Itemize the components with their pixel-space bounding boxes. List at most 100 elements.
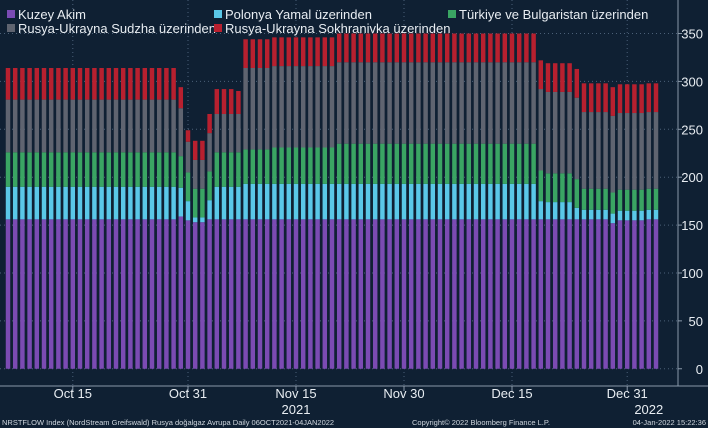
bar-segment-0: [228, 219, 234, 369]
bar-segment-1: [171, 186, 176, 220]
bar-segment-1: [221, 186, 227, 220]
bar-segment-3: [552, 91, 558, 174]
bar-segment-3: [372, 62, 378, 144]
bar-segment-3: [639, 113, 644, 190]
bar-segment-0: [624, 220, 630, 369]
bar-segment-4: [106, 68, 112, 100]
bar-segment-0: [639, 220, 644, 369]
bar-segment-4: [200, 140, 205, 160]
bar-segment-4: [185, 130, 191, 142]
bar-segment-1: [344, 183, 349, 220]
bar-segment-0: [401, 219, 407, 369]
bar-segment-2: [401, 143, 407, 184]
bar-segment-4: [423, 33, 428, 63]
bar-segment-0: [459, 219, 464, 369]
bar-segment-2: [516, 143, 522, 184]
bar-segment-0: [99, 219, 104, 369]
bar-segment-1: [639, 210, 644, 221]
x-tick-label: Oct 15: [54, 386, 92, 401]
bar-segment-2: [574, 179, 580, 208]
bar-segment-3: [286, 66, 292, 148]
bar-segment-3: [99, 99, 104, 153]
bar-segment-4: [380, 33, 385, 63]
bar-segment-3: [56, 99, 61, 153]
bar-segment-1: [92, 186, 97, 220]
bar-segment-4: [466, 33, 472, 63]
bar-segment-3: [588, 112, 594, 189]
bar-segment-2: [106, 152, 112, 187]
bar-segment-2: [646, 188, 652, 210]
bar-segment-0: [646, 219, 652, 369]
bar-segment-2: [128, 152, 133, 187]
bar-segment-1: [48, 186, 54, 220]
bar-segment-2: [351, 143, 356, 184]
y-tick-label: 200: [681, 170, 703, 185]
bar-segment-3: [617, 113, 623, 190]
bar-segment-4: [12, 68, 18, 100]
bar-segment-0: [329, 219, 335, 369]
legend-item: Kuzey Akim: [7, 7, 86, 22]
bar-segment-3: [322, 66, 328, 148]
bar-segment-2: [171, 152, 176, 187]
bar-segment-1: [156, 186, 162, 220]
bar-segment-0: [444, 219, 450, 369]
bar-segment-2: [380, 143, 385, 184]
bar-segment-2: [135, 152, 140, 187]
bar-segment-2: [444, 143, 450, 184]
bar-segment-1: [423, 183, 428, 220]
bar-segment-0: [480, 219, 486, 369]
bar-segment-4: [624, 84, 630, 114]
bar-segment-2: [437, 143, 443, 184]
y-tick-label: 350: [681, 27, 703, 42]
bar-segment-3: [444, 62, 450, 144]
bar-segment-1: [624, 210, 630, 221]
bar-segment-2: [200, 188, 205, 218]
bar-segment-4: [257, 39, 263, 68]
bar-segment-2: [495, 143, 500, 184]
bar-segment-3: [480, 62, 486, 144]
bar-segment-0: [128, 219, 133, 369]
bar-segment-4: [545, 63, 551, 92]
bar-segment-1: [243, 183, 248, 220]
bar-segment-0: [351, 219, 356, 369]
bar-segment-0: [236, 219, 241, 369]
bar-segment-0: [495, 219, 500, 369]
bar-segment-1: [185, 201, 191, 221]
bar-segment-3: [538, 89, 544, 171]
bar-segment-3: [516, 62, 522, 144]
bar-segment-3: [502, 62, 508, 144]
bar-segment-4: [70, 68, 76, 100]
bar-segment-4: [495, 33, 500, 63]
x-tick-label: Dec 31: [607, 386, 648, 401]
bar-segment-3: [293, 66, 299, 148]
bar-segment-4: [279, 37, 284, 67]
bar-segment-4: [329, 37, 335, 67]
bar-segment-0: [581, 219, 587, 369]
bar-segment-4: [264, 39, 270, 68]
bar-segment-1: [603, 209, 608, 220]
bar-segment-1: [99, 186, 104, 220]
bar-segment-4: [315, 37, 320, 67]
bar-segment-3: [581, 112, 587, 189]
bar-segment-0: [250, 219, 256, 369]
bar-segment-0: [207, 219, 212, 369]
bar-segment-1: [293, 183, 299, 220]
bar-segment-1: [257, 183, 263, 220]
bar-segment-4: [437, 33, 443, 63]
bar-segment-4: [524, 33, 529, 63]
bar-segment-2: [156, 152, 162, 187]
bar-segment-1: [480, 183, 486, 220]
bar-segment-1: [488, 183, 493, 220]
bar-segment-0: [41, 219, 47, 369]
bar-segment-3: [545, 91, 551, 174]
bar-segment-0: [538, 219, 544, 369]
bar-segment-0: [603, 219, 608, 369]
bar-segment-1: [516, 183, 522, 220]
bar-segment-3: [567, 91, 572, 174]
bar-segment-2: [257, 149, 263, 184]
bar-segment-1: [401, 183, 407, 220]
y-tick-label: 100: [681, 266, 703, 281]
legend-swatch: [448, 10, 456, 18]
bar-segment-2: [560, 173, 565, 203]
bar-segment-1: [214, 186, 220, 220]
